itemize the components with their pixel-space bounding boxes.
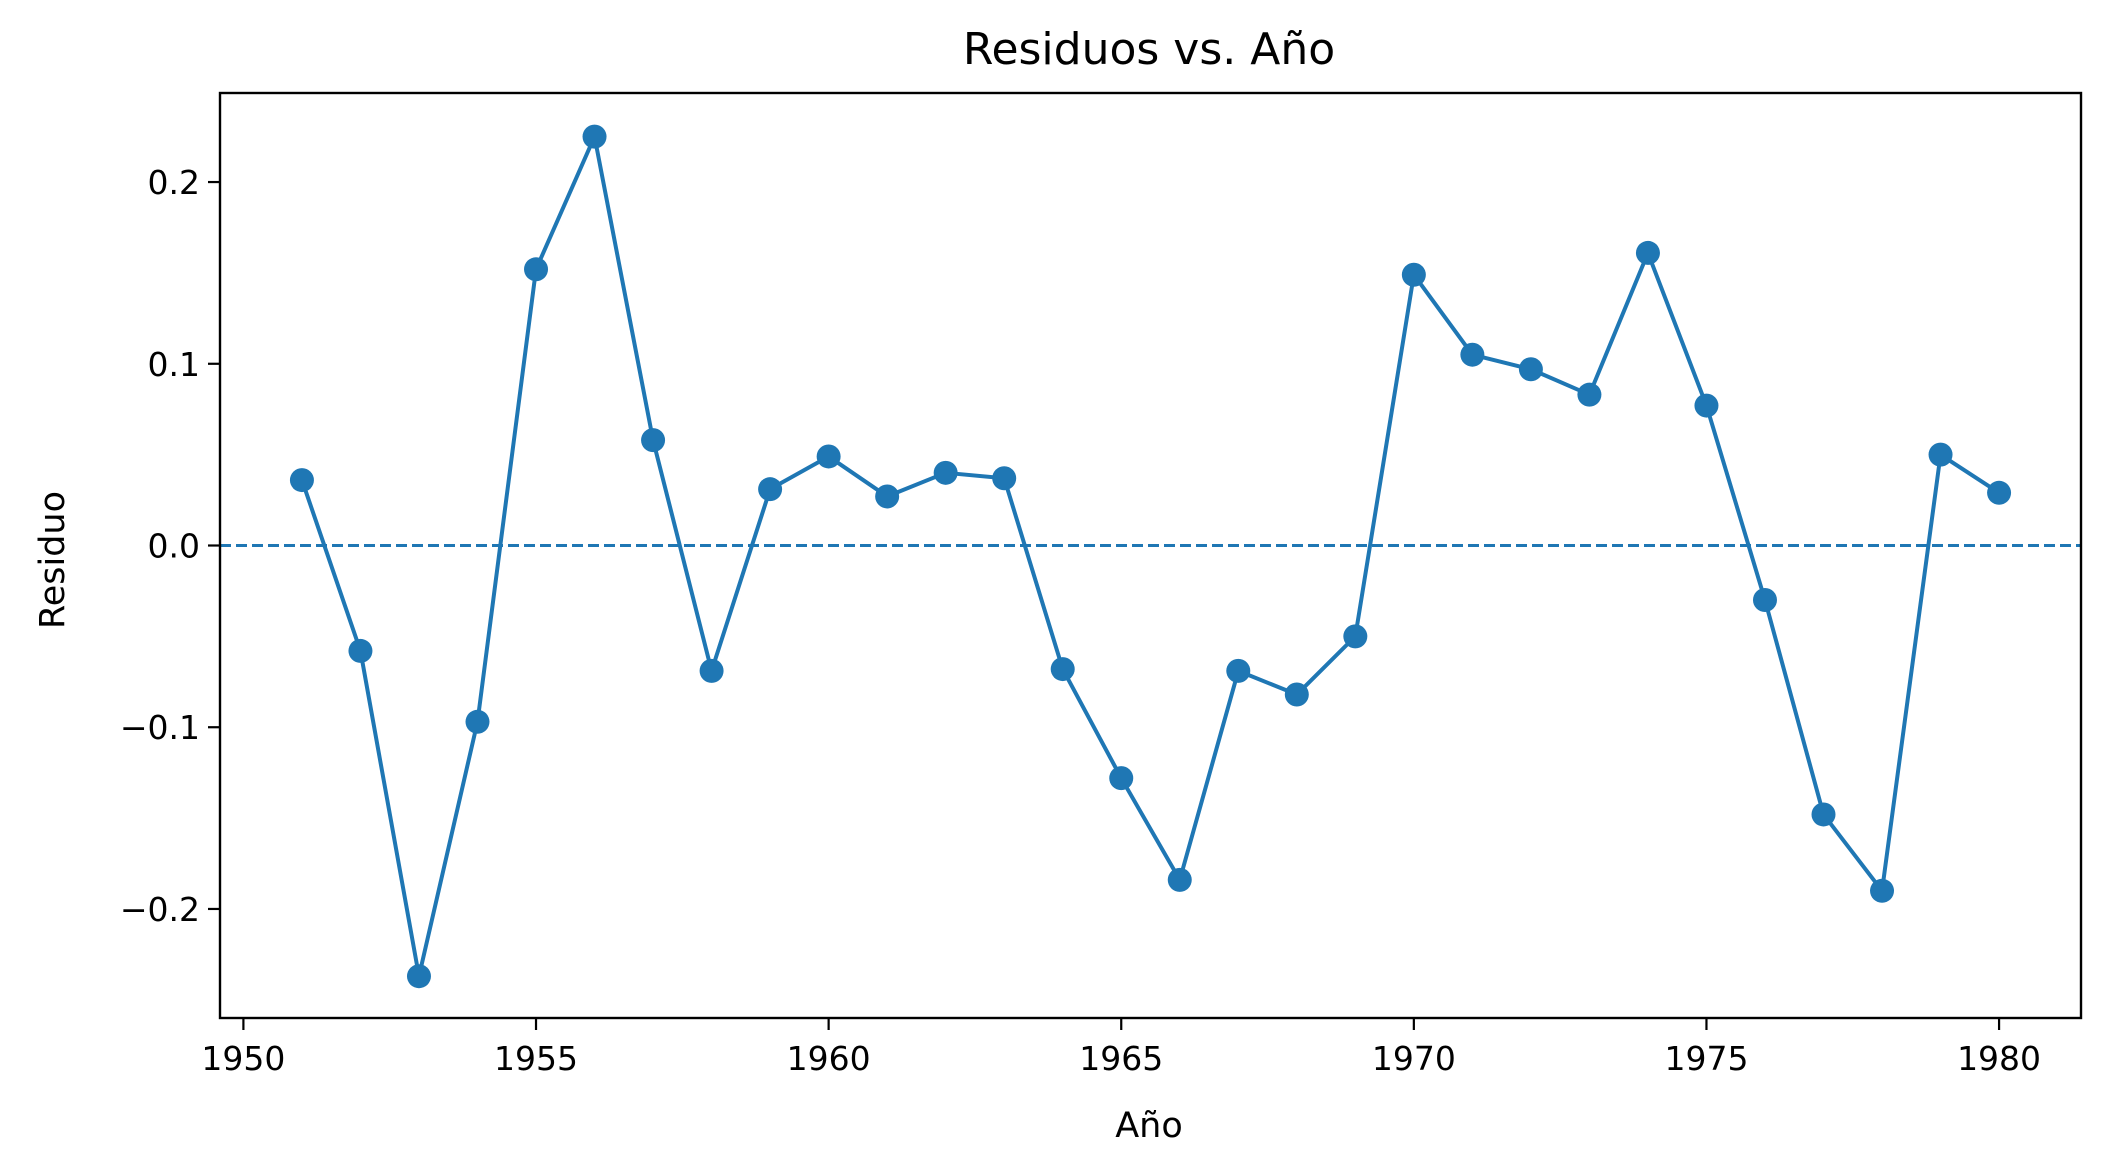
- plot-frame: [218, 91, 2083, 1020]
- data-point: [1870, 878, 1895, 903]
- x-tick-label: 1975: [1664, 1039, 1748, 1078]
- data-point: [406, 964, 431, 989]
- x-tick-label: 1955: [494, 1039, 578, 1078]
- data-point: [1635, 240, 1660, 265]
- data-point: [1167, 867, 1192, 892]
- data-point: [1050, 657, 1075, 682]
- y-tick-label: 0.2: [148, 163, 200, 202]
- data-point: [1752, 588, 1777, 613]
- x-tick-label: 1970: [1372, 1039, 1456, 1078]
- data-point: [1109, 766, 1134, 791]
- data-point: [641, 428, 666, 453]
- data-point: [1987, 480, 2012, 505]
- x-tick-label: 1965: [1079, 1039, 1163, 1078]
- x-axis: 1950 1955 1960 1965 1970 1975 1980: [201, 1018, 2041, 1078]
- plot-area: [220, 124, 2081, 989]
- data-point: [1343, 624, 1368, 649]
- data-point: [1928, 442, 1953, 467]
- data-point: [875, 484, 900, 509]
- y-axis: −0.2 −0.1 0.0 0.1 0.2: [120, 163, 220, 929]
- y-axis-label: Residuo: [33, 491, 73, 629]
- data-point: [699, 658, 724, 683]
- data-point: [758, 477, 783, 502]
- data-point: [1811, 802, 1836, 827]
- data-point: [1284, 682, 1309, 707]
- data-point: [1518, 357, 1543, 382]
- y-tick-label: 0.0: [148, 527, 200, 566]
- data-point: [1226, 658, 1251, 683]
- data-point: [816, 444, 841, 469]
- x-tick-label: 1950: [201, 1039, 285, 1078]
- series-line: [300, 134, 2001, 979]
- data-point: [933, 460, 958, 485]
- data-point: [524, 257, 549, 282]
- x-axis-label: Año: [1115, 1106, 1183, 1146]
- data-point: [289, 468, 314, 493]
- y-tick-label: −0.2: [120, 890, 200, 929]
- data-point: [582, 124, 607, 149]
- data-point: [348, 638, 373, 663]
- data-point: [465, 709, 490, 734]
- y-tick-label: 0.1: [148, 345, 200, 384]
- data-point: [1577, 382, 1602, 407]
- chart-title: Residuos vs. Año: [963, 24, 1335, 75]
- data-point: [1401, 262, 1426, 287]
- data-point: [1460, 342, 1485, 367]
- y-tick-label: −0.1: [120, 708, 200, 747]
- x-tick-label: 1960: [787, 1039, 871, 1078]
- x-tick-label: 1980: [1957, 1039, 2041, 1078]
- data-point: [1694, 393, 1719, 418]
- data-point: [992, 466, 1017, 491]
